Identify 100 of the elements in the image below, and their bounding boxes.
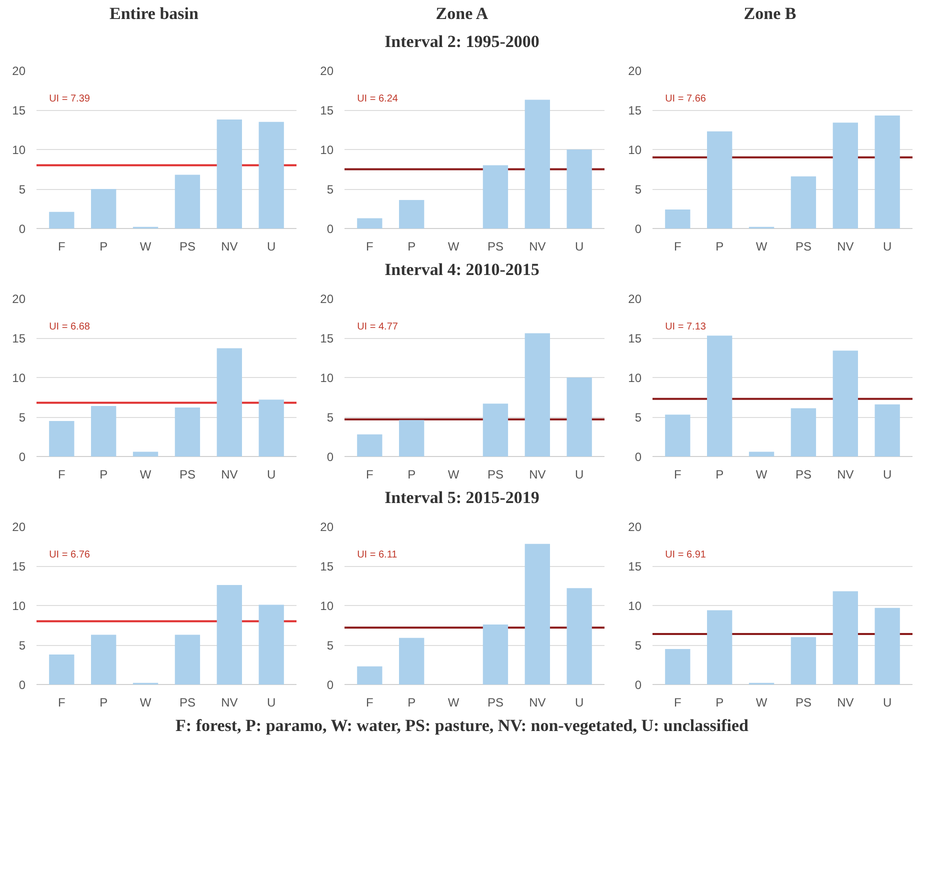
bar — [524, 544, 550, 684]
bar — [790, 408, 816, 456]
bar — [49, 654, 74, 684]
y-tick-label: 0 — [18, 678, 26, 692]
x-tick-label: PS — [487, 240, 504, 254]
bar — [707, 336, 732, 456]
chart-title: Zone B — [742, 3, 798, 25]
x-tick-label: NV — [529, 468, 546, 482]
x-tick-label: W — [448, 696, 460, 710]
y-tick-label: 15 — [320, 560, 334, 574]
x-tick-label: P — [100, 240, 108, 254]
bar — [748, 452, 774, 456]
y-tick-label: 0 — [634, 450, 642, 464]
bar — [357, 434, 382, 456]
x-tick-label: F — [58, 468, 66, 482]
x-tick-label: F — [366, 240, 374, 254]
annotation: UI = 6.76 — [49, 549, 90, 560]
y-tick-label: 10 — [320, 371, 334, 385]
x-tick-label: NV — [221, 240, 238, 254]
y-tick-label: 15 — [320, 332, 334, 346]
y-tick-label: 20 — [12, 292, 26, 306]
y-tick-label: 20 — [12, 520, 26, 534]
bar — [49, 420, 74, 456]
x-tick-label: NV — [837, 240, 854, 254]
x-tick-label: P — [100, 696, 108, 710]
bar — [707, 610, 732, 684]
y-tick-label: 15 — [628, 332, 642, 346]
x-tick-label: PS — [179, 468, 196, 482]
y-tick-label: 10 — [12, 599, 26, 613]
x-tick-label: P — [100, 468, 108, 482]
y-tick-label: 0 — [326, 450, 334, 464]
bar — [832, 350, 858, 456]
y-tick-label: 20 — [320, 520, 334, 534]
x-tick-label: F — [58, 240, 66, 254]
bar — [665, 648, 690, 684]
y-tick-label: 15 — [320, 104, 334, 118]
x-tick-label: P — [408, 696, 416, 710]
x-tick-label: U — [575, 468, 584, 482]
chart-subtitle: Interval 4: 2010-2015 — [384, 259, 540, 281]
bar — [174, 634, 200, 684]
bar — [874, 608, 900, 684]
x-tick-label: U — [575, 240, 584, 254]
bar — [357, 218, 382, 228]
y-tick-label: 20 — [320, 292, 334, 306]
bar — [49, 212, 74, 228]
bar — [566, 378, 592, 456]
y-tick-label: 10 — [628, 371, 642, 385]
chart-subtitle: Interval 2: 1995-2000 — [384, 31, 540, 53]
y-tick-label: 10 — [12, 371, 26, 385]
x-tick-label: PS — [795, 468, 812, 482]
y-tick-label: 10 — [320, 143, 334, 157]
y-tick-label: 0 — [634, 678, 642, 692]
bar — [482, 624, 508, 684]
x-tick-label: PS — [179, 240, 196, 254]
y-tick-label: 0 — [18, 222, 26, 236]
y-tick-label: 5 — [18, 638, 26, 652]
bar — [132, 452, 158, 456]
y-tick-label: 20 — [12, 64, 26, 78]
chart-title: Zone A — [434, 3, 490, 25]
annotation: UI = 6.68 — [49, 321, 90, 332]
x-tick-label: F — [366, 468, 374, 482]
y-tick-label: 10 — [12, 143, 26, 157]
y-tick-label: 15 — [12, 104, 26, 118]
annotation: UI = 7.13 — [665, 321, 706, 332]
bar — [790, 637, 816, 684]
bar — [874, 404, 900, 456]
bar — [832, 591, 858, 684]
annotation: UI = 4.77 — [357, 321, 398, 332]
bar — [258, 400, 284, 456]
x-tick-label: P — [716, 468, 724, 482]
x-tick-label: U — [883, 696, 892, 710]
x-tick-label: U — [883, 468, 892, 482]
x-tick-label: U — [883, 240, 892, 254]
bar — [357, 666, 382, 684]
annotation: UI = 6.11 — [357, 549, 398, 560]
x-tick-label: W — [140, 468, 152, 482]
x-tick-label: NV — [221, 696, 238, 710]
y-tick-label: 5 — [18, 182, 26, 196]
bar — [665, 210, 690, 228]
bar — [399, 638, 424, 684]
y-tick-label: 20 — [628, 292, 642, 306]
x-tick-label: U — [267, 240, 276, 254]
bar — [399, 420, 424, 456]
y-tick-label: 5 — [634, 410, 642, 424]
bar — [524, 100, 550, 228]
bar — [216, 119, 242, 228]
x-tick-label: U — [267, 696, 276, 710]
bar — [566, 588, 592, 684]
x-tick-label: U — [575, 696, 584, 710]
x-tick-label: P — [408, 468, 416, 482]
y-tick-label: 10 — [320, 599, 334, 613]
bar — [832, 122, 858, 228]
text: F: forest, P: paramo, W: water, PS: pasture, NV: non-vegetated, U: unclassified — [174, 715, 750, 737]
x-tick-label: P — [716, 696, 724, 710]
x-tick-label: NV — [221, 468, 238, 482]
y-tick-label: 0 — [18, 450, 26, 464]
x-tick-label: W — [448, 468, 460, 482]
x-tick-label: PS — [487, 696, 504, 710]
bar — [874, 116, 900, 228]
x-tick-label: PS — [795, 696, 812, 710]
